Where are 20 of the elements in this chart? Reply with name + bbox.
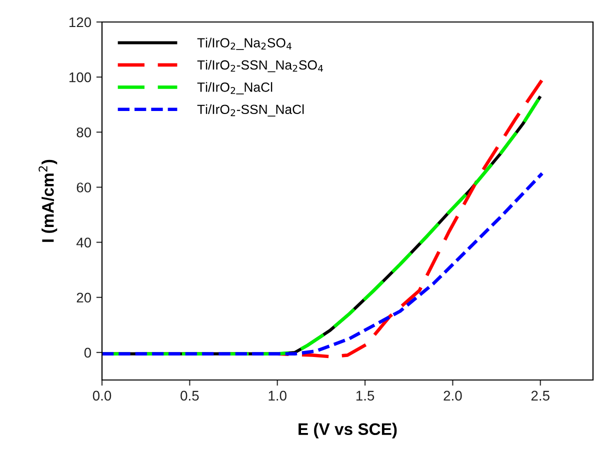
legend-label: Ti/IrO$_{2}$-SSN_NaCl — [197, 104, 304, 117]
x-tick-label: 1.0 — [268, 390, 286, 401]
x-tick-label: 2.5 — [531, 390, 550, 401]
legend-label: Ti/IrO$_{2}$_NaCl — [197, 82, 272, 94]
y-tick-label: 0 — [84, 348, 92, 358]
y-tick-label: 60 — [76, 182, 92, 192]
x-axis-title: E (V vs SCE) — [298, 422, 397, 438]
y-tick-label: 40 — [76, 238, 92, 248]
line-series — [102, 172, 544, 356]
legend-label: Ti/IrO$_{2}$-SSN_Na$_{2}$SO$_{4}$ — [197, 60, 323, 72]
legend-label: Ti/IrO$_{2}$_Na$_{2}$SO$_{4}$ — [197, 38, 292, 50]
y-tick-label: 20 — [76, 292, 92, 303]
y-tick-label: 80 — [76, 127, 92, 138]
y-axis-title: I (mA/cm$^{2}$) — [38, 160, 58, 242]
x-tick-label: 0.5 — [180, 390, 199, 401]
x-tick-label: 0.0 — [92, 390, 112, 401]
x-tick-label: 1.5 — [356, 390, 374, 401]
y-tick-label: 120 — [69, 17, 92, 28]
x-tick-label: 2.0 — [444, 390, 462, 401]
y-tick-label: 100 — [69, 72, 92, 82]
